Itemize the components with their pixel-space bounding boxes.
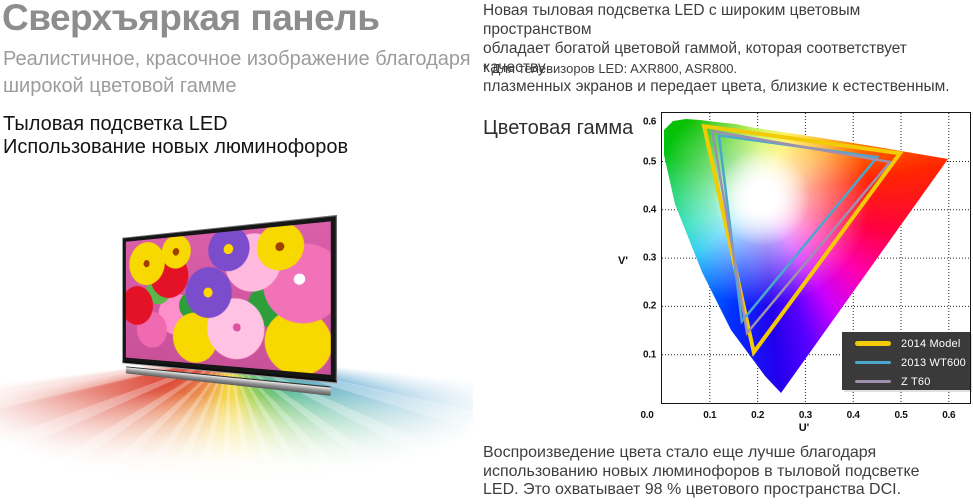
intro-line: Новая тыловая подсветка LED с широким цв… bbox=[483, 1, 973, 39]
feature-heading-line: Использование новых люминофоров bbox=[3, 136, 348, 159]
legend-label: 2014 Model bbox=[901, 338, 961, 350]
legend-label: 2013 WT600 bbox=[901, 357, 966, 369]
gamut-triangle-2014-model bbox=[704, 126, 900, 352]
outro-line: Воспроизведение цвета стало еще лучше бл… bbox=[483, 444, 920, 463]
y-tick-label: 0.4 bbox=[630, 204, 656, 215]
x-axis-label: U' bbox=[799, 422, 810, 434]
chart-title: Цветовая гамма bbox=[483, 117, 633, 140]
tv-image bbox=[122, 215, 337, 394]
feature-heading-line: Тыловая подсветка LED bbox=[3, 113, 348, 136]
x-tick-label: 0.4 bbox=[847, 410, 860, 421]
x-tick-label: 0.5 bbox=[894, 410, 907, 421]
page-subtitle: Реалистичное, красочное изображение благ… bbox=[3, 46, 471, 100]
x-tick-label: 0.2 bbox=[751, 410, 764, 421]
chart-legend: 2014 Model 2013 WT600 Z T60 bbox=[842, 332, 970, 390]
y-tick-label: 0.5 bbox=[630, 156, 656, 167]
tv-bezel bbox=[122, 215, 337, 382]
legend-row: Z T60 bbox=[842, 372, 970, 391]
tv-screen-flowers bbox=[126, 221, 331, 374]
legend-line-zt60 bbox=[855, 380, 891, 384]
x-tick-label: 0.6 bbox=[942, 410, 955, 421]
x-tick-label: 0.1 bbox=[703, 410, 716, 421]
y-tick-label: 0.1 bbox=[630, 349, 656, 360]
x-tick-label: 0.0 bbox=[640, 410, 653, 421]
legend-row: 2013 WT600 bbox=[842, 353, 970, 372]
page-title: Сверхъяркая панель bbox=[2, 0, 379, 40]
outro-paragraph: Воспроизведение цвета стало еще лучше бл… bbox=[483, 444, 920, 500]
feature-heading: Тыловая подсветка LED Использование новы… bbox=[3, 113, 348, 159]
outro-line: LED. Это охватывает 98 % цветового прост… bbox=[483, 481, 920, 500]
chromaticity-chart: U' V' 2014 Model 2013 WT600 Z T60 0.0 0.1… bbox=[661, 112, 971, 404]
legend-line-2013-wt600 bbox=[855, 361, 891, 365]
legend-row: 2014 Model bbox=[842, 332, 970, 353]
legend-label: Z T60 bbox=[901, 376, 931, 388]
page-subtitle-line: широкой цветовой гамме bbox=[3, 73, 471, 100]
y-tick-label: 0.2 bbox=[630, 301, 656, 312]
page-subtitle-line: Реалистичное, красочное изображение благ… bbox=[3, 46, 471, 73]
footnote: * Для телевизоров LED: AXR800, ASR800. bbox=[483, 61, 737, 76]
page: Сверхъяркая панель Реалистичное, красочн… bbox=[0, 0, 973, 504]
intro-paragraph: Новая тыловая подсветка LED с широким цв… bbox=[483, 1, 973, 96]
x-tick-label: 0.3 bbox=[799, 410, 812, 421]
legend-line-2014-model bbox=[855, 341, 891, 346]
y-tick-label: 0.3 bbox=[630, 253, 656, 264]
outro-line: использованию новых люминофоров в тылово… bbox=[483, 463, 920, 482]
y-axis-label: V' bbox=[618, 255, 628, 267]
y-tick-label: 0.6 bbox=[630, 117, 656, 128]
intro-line: плазменных экранов и передает цвета, бли… bbox=[483, 77, 973, 96]
